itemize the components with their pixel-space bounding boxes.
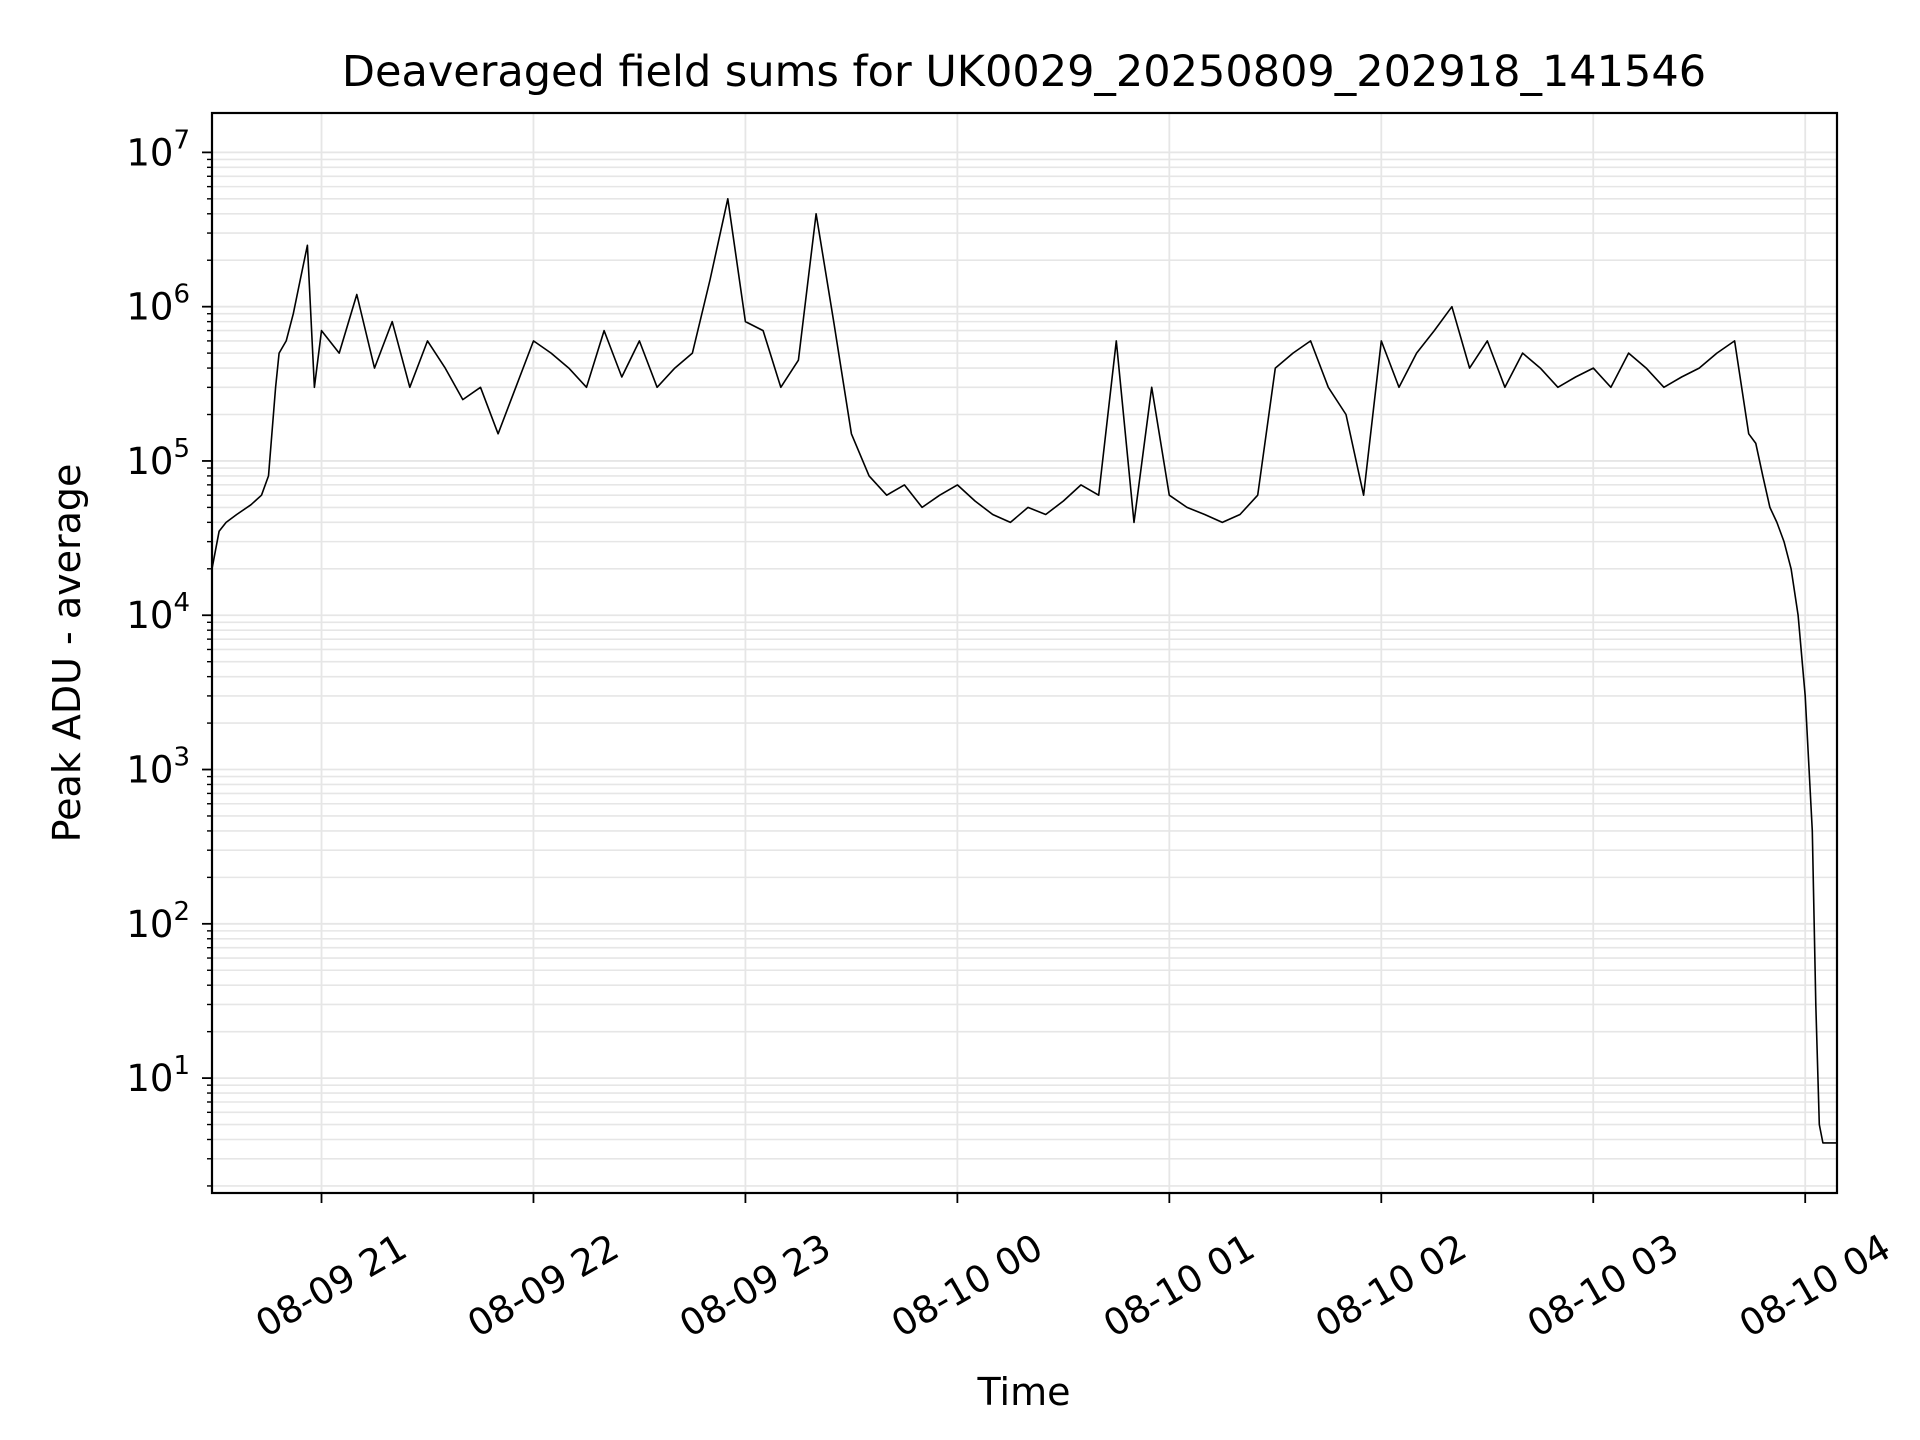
series-line (211, 198, 1837, 1144)
plot-frame (210, 111, 1839, 1195)
y-axis-label: Peak ADU - average (45, 464, 89, 843)
y-tick-label: 101 (126, 1051, 190, 1100)
y-tick-label: 106 (126, 280, 190, 329)
x-axis-label: Time (977, 1370, 1071, 1414)
grid-lines (212, 113, 1837, 1193)
y-tick-label: 103 (126, 743, 190, 792)
y-tick-label: 107 (126, 125, 190, 174)
data-line-group (211, 198, 1837, 1144)
chart-title: Deaveraged field sums for UK0029_2025080… (342, 47, 1706, 97)
y-tick-label: 104 (126, 588, 190, 637)
y-tick-label: 105 (126, 434, 190, 483)
y-tick-label: 102 (126, 897, 190, 946)
